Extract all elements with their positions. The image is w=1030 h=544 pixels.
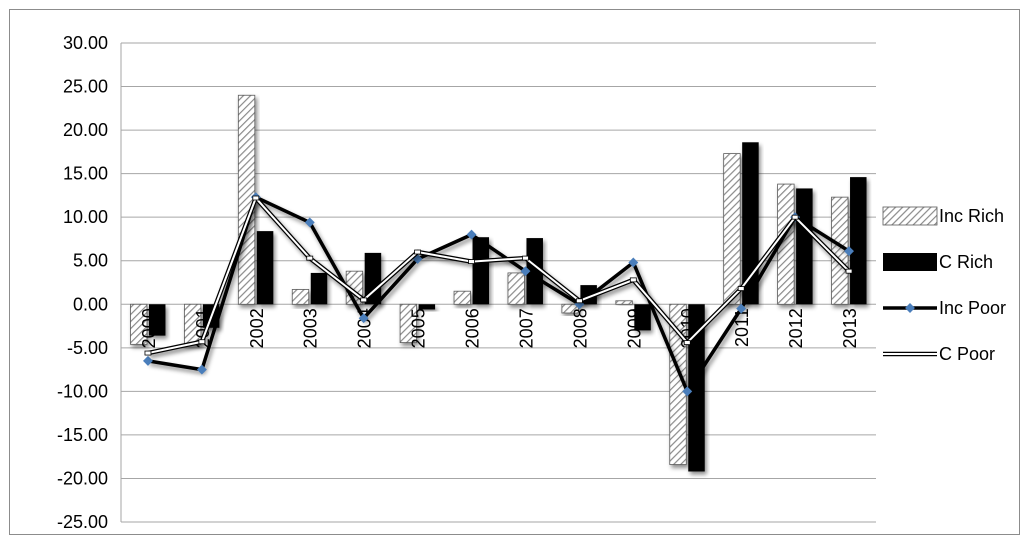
point-c-poor: [575, 298, 583, 304]
bar-c-rich: [364, 252, 382, 305]
point-inc-poor: [520, 266, 531, 277]
point-inc-poor: [844, 246, 854, 257]
y-axis-ticks: 30.00 25.00 20.00 15.00 10.00 5.00 0.00 -5.00 -1…: [57, 33, 108, 532]
bar-inc-rich: [291, 289, 310, 305]
line-inc-poor: [147, 195, 850, 394]
bar-inc-rich: [561, 303, 579, 314]
line-layer: [143, 192, 854, 397]
line-c-poor: [147, 197, 850, 355]
point-inc-poor: [143, 355, 153, 366]
x-tick-label: 2006: [463, 308, 483, 348]
point-c-poor: [683, 340, 691, 345]
legend: Inc Rich C Rich Inc Poor C Poor: [882, 206, 1006, 364]
bar-c-rich: [526, 238, 543, 305]
point-c-poor: [414, 249, 422, 255]
bar-c-rich: [310, 272, 328, 305]
y-tick-label: 0.00: [73, 294, 108, 314]
y-tick-label: -10.00: [57, 381, 108, 401]
y-tick-label: 30.00: [63, 33, 108, 53]
bar-c-rich: [742, 142, 759, 305]
bar-layer: [130, 94, 867, 472]
legend-marker: [905, 303, 915, 313]
point-c-poor: [468, 259, 475, 264]
bar-inc-rich: [507, 272, 525, 305]
x-tick-label: 2011: [732, 308, 752, 347]
y-tick-label: -25.00: [57, 512, 108, 532]
bar-inc-rich: [669, 303, 687, 465]
legend-swatch: [883, 253, 937, 271]
point-inc-poor: [628, 257, 639, 268]
bar-c-rich: [148, 304, 166, 336]
y-tick-label: -5.00: [67, 338, 108, 358]
bar-inc-rich: [453, 290, 471, 305]
x-tick-label: 2008: [570, 308, 590, 348]
bar-inc-rich: [130, 303, 148, 345]
grid-layer: [120, 42, 876, 523]
bar-c-rich: [796, 188, 813, 305]
point-c-poor: [144, 350, 152, 356]
y-tick-label: 20.00: [63, 120, 108, 140]
x-tick-label: 2001: [193, 308, 213, 348]
bar-c-rich: [850, 177, 867, 305]
point-inc-poor: [304, 217, 315, 228]
point-c-poor: [360, 297, 368, 303]
point-c-poor: [629, 277, 637, 283]
chart-svg: 30.00 25.00 20.00 15.00 10.00 5.00 0.00 -5.00 -1…: [57, 33, 1006, 532]
legend-swatch: [882, 206, 938, 226]
point-inc-poor: [682, 386, 693, 397]
x-tick-label: 2009: [624, 308, 644, 348]
bar-inc-rich: [615, 300, 633, 305]
legend-label: C Poor: [939, 344, 995, 364]
x-tick-label: 2005: [409, 308, 429, 348]
bar-c-rich: [472, 237, 490, 305]
point-inc-poor: [466, 229, 477, 240]
x-tick-label: 2012: [786, 308, 806, 348]
y-tick-label: 15.00: [63, 164, 108, 184]
bar-inc-rich: [399, 303, 418, 343]
y-tick-label: -20.00: [57, 468, 108, 488]
legend-label: Inc Rich: [939, 206, 1004, 226]
point-c-poor: [198, 339, 206, 345]
bar-c-rich: [634, 304, 651, 331]
point-c-poor: [845, 268, 853, 274]
y-tick-label: -15.00: [57, 425, 108, 445]
chart-frame: 30.00 25.00 20.00 15.00 10.00 5.00 0.00 -5.00 -1…: [9, 9, 1020, 535]
point-c-poor: [252, 195, 260, 201]
point-c-poor: [791, 214, 799, 220]
x-tick-label: 2000: [139, 308, 159, 348]
legend-item: C Rich: [883, 252, 993, 272]
y-tick-label: 5.00: [73, 251, 108, 271]
y-tick-label: 25.00: [63, 77, 108, 97]
legend-item: Inc Poor: [883, 298, 1006, 318]
bar-c-rich: [418, 304, 436, 310]
legend-item: C Poor: [883, 344, 995, 364]
point-inc-poor: [358, 313, 369, 324]
point-c-poor: [306, 255, 314, 261]
bar-inc-rich: [723, 153, 741, 305]
legend-label: Inc Poor: [939, 298, 1006, 318]
x-axis-ticks: 2000 2001 2002 2003 2004 2005 2006 2007 2008 2009…: [139, 308, 860, 348]
point-c-poor: [522, 255, 529, 261]
y-tick-label: 10.00: [63, 207, 108, 227]
bar-c-rich: [688, 304, 705, 472]
x-tick-label: 2013: [840, 308, 860, 348]
point-inc-poor: [736, 303, 747, 314]
bar-inc-rich: [237, 94, 256, 305]
legend-label: C Rich: [939, 252, 993, 272]
x-tick-label: 2003: [301, 308, 321, 348]
x-tick-label: 2007: [516, 308, 536, 348]
point-inc-poor: [196, 364, 207, 375]
point-c-poor: [737, 286, 745, 291]
legend-item: Inc Rich: [882, 206, 1004, 226]
bar-c-rich: [256, 231, 274, 305]
x-tick-label: 2002: [247, 308, 267, 348]
